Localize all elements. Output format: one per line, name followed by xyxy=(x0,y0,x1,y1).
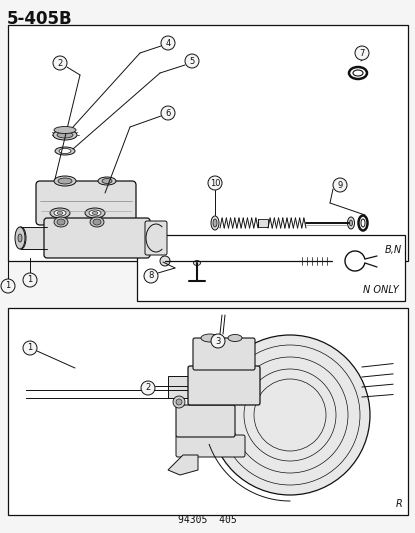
Circle shape xyxy=(144,269,158,283)
FancyBboxPatch shape xyxy=(176,405,235,437)
Bar xyxy=(258,219,268,227)
FancyBboxPatch shape xyxy=(176,435,245,457)
Circle shape xyxy=(161,36,175,50)
Ellipse shape xyxy=(57,212,63,214)
Ellipse shape xyxy=(57,132,73,138)
Bar xyxy=(137,235,405,301)
Bar xyxy=(8,308,408,515)
Circle shape xyxy=(23,341,37,355)
Bar xyxy=(21,227,47,249)
Ellipse shape xyxy=(90,217,104,227)
Circle shape xyxy=(160,256,170,266)
Circle shape xyxy=(355,46,369,60)
Text: N ONLY: N ONLY xyxy=(363,285,399,295)
Ellipse shape xyxy=(347,217,354,229)
Circle shape xyxy=(211,334,225,348)
Circle shape xyxy=(208,176,222,190)
Text: 1: 1 xyxy=(27,343,33,352)
Ellipse shape xyxy=(93,219,101,225)
Bar xyxy=(8,25,408,261)
Polygon shape xyxy=(168,455,198,475)
Ellipse shape xyxy=(102,179,112,183)
Circle shape xyxy=(23,273,37,287)
Text: 2: 2 xyxy=(57,59,63,68)
FancyBboxPatch shape xyxy=(193,338,255,370)
Ellipse shape xyxy=(15,227,25,249)
Ellipse shape xyxy=(54,176,76,186)
Circle shape xyxy=(333,178,347,192)
FancyBboxPatch shape xyxy=(44,218,150,258)
Ellipse shape xyxy=(349,67,367,79)
FancyBboxPatch shape xyxy=(188,366,260,405)
Text: R: R xyxy=(395,499,402,509)
Circle shape xyxy=(176,399,182,405)
Ellipse shape xyxy=(228,335,242,342)
Ellipse shape xyxy=(359,215,368,230)
Bar xyxy=(168,376,190,398)
Text: 10: 10 xyxy=(210,179,220,188)
Ellipse shape xyxy=(16,227,26,249)
Ellipse shape xyxy=(201,334,219,342)
Ellipse shape xyxy=(58,178,72,184)
Ellipse shape xyxy=(210,335,370,495)
Text: B,N: B,N xyxy=(385,245,402,255)
Text: 7: 7 xyxy=(359,49,365,58)
Ellipse shape xyxy=(85,208,105,218)
Ellipse shape xyxy=(193,261,200,265)
Ellipse shape xyxy=(349,220,352,226)
Ellipse shape xyxy=(54,210,66,216)
Ellipse shape xyxy=(211,216,219,230)
Text: 1: 1 xyxy=(5,281,11,290)
Ellipse shape xyxy=(55,147,75,155)
Text: 5: 5 xyxy=(189,56,195,66)
Circle shape xyxy=(1,279,15,293)
Text: 5-405B: 5-405B xyxy=(7,10,73,28)
Circle shape xyxy=(141,381,155,395)
Text: 2: 2 xyxy=(145,384,151,392)
Ellipse shape xyxy=(18,234,22,242)
Text: 1: 1 xyxy=(27,276,33,285)
Text: 6: 6 xyxy=(165,109,171,117)
Ellipse shape xyxy=(92,212,98,214)
Ellipse shape xyxy=(54,126,76,133)
Ellipse shape xyxy=(59,149,71,154)
Ellipse shape xyxy=(50,208,70,218)
Ellipse shape xyxy=(89,210,101,216)
Ellipse shape xyxy=(213,219,217,227)
Circle shape xyxy=(185,54,199,68)
Circle shape xyxy=(173,396,185,408)
Ellipse shape xyxy=(53,130,77,140)
Text: 4: 4 xyxy=(165,38,171,47)
Ellipse shape xyxy=(57,219,65,225)
Ellipse shape xyxy=(361,219,365,227)
Text: 94305  405: 94305 405 xyxy=(178,515,237,525)
FancyBboxPatch shape xyxy=(36,181,136,225)
Ellipse shape xyxy=(98,177,116,185)
Ellipse shape xyxy=(353,70,363,76)
Text: 3: 3 xyxy=(215,336,221,345)
FancyBboxPatch shape xyxy=(145,221,167,255)
Circle shape xyxy=(161,106,175,120)
Text: 8: 8 xyxy=(148,271,154,280)
Text: 9: 9 xyxy=(337,181,343,190)
Ellipse shape xyxy=(54,217,68,227)
Circle shape xyxy=(53,56,67,70)
